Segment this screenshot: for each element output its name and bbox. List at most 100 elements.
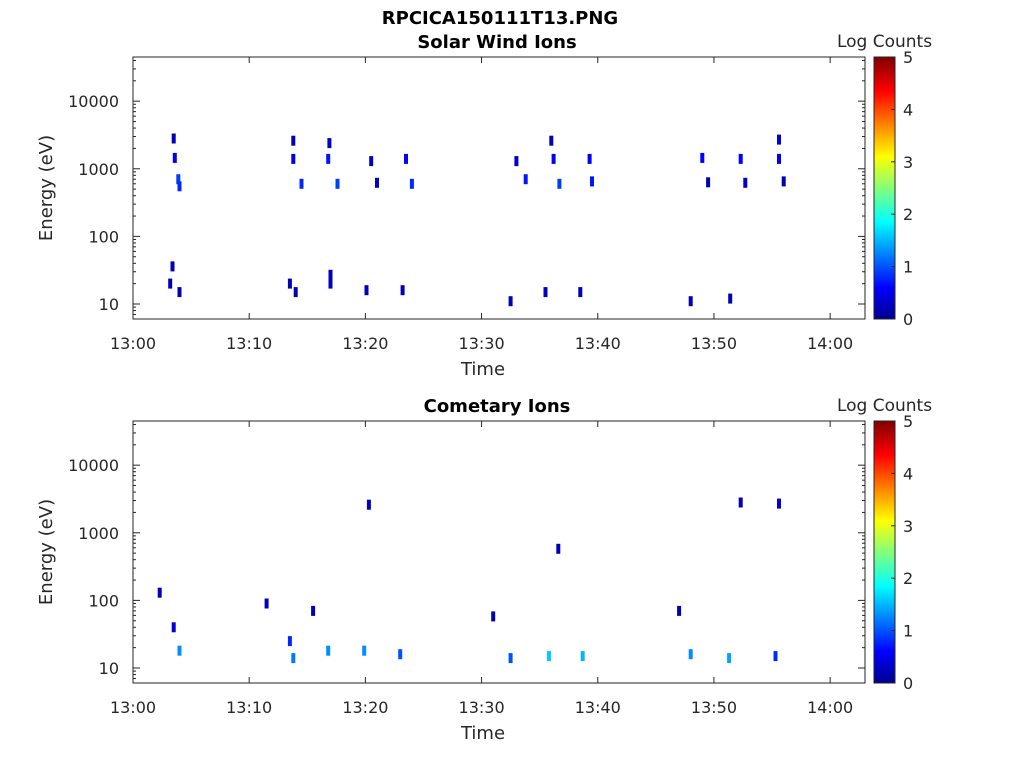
data-cell (781, 176, 786, 187)
data-cell (404, 153, 408, 164)
colorbar-tick-label: 4 (903, 464, 913, 483)
data-cell (551, 153, 556, 164)
x-tick-label: 13:40 (575, 334, 621, 353)
data-cell (287, 636, 292, 647)
data-cell (549, 135, 554, 146)
data-cell (287, 278, 292, 289)
colorbar-tick-label: 0 (903, 674, 913, 693)
y-axis-label: Energy (eV) (36, 499, 57, 605)
colorbar-tick-label: 0 (903, 310, 913, 329)
data-cell (587, 153, 592, 164)
data-cell (328, 269, 333, 280)
data-cell (400, 285, 405, 296)
data-cell (299, 178, 304, 189)
data-cell (728, 293, 733, 304)
x-tick-label: 13:10 (226, 698, 272, 717)
data-cell (157, 587, 162, 598)
data-cell (557, 178, 562, 189)
data-cell (777, 153, 781, 164)
y-tick-label: 10 (99, 659, 119, 678)
x-tick-label: 13:30 (459, 334, 505, 353)
data-cell (777, 498, 781, 509)
y-tick-label: 10000 (68, 456, 119, 475)
data-cell (326, 645, 331, 656)
x-tick-label: 14:00 (807, 698, 853, 717)
data-cell (375, 177, 379, 188)
plot-area (132, 420, 866, 684)
data-cell (743, 177, 748, 188)
data-cell (327, 138, 332, 149)
y-tick-label: 10 (99, 295, 119, 314)
colorbar-tick-label: 1 (903, 622, 913, 641)
data-cell (362, 645, 367, 656)
x-tick-label: 13:00 (110, 698, 156, 717)
panel-title: Cometary Ions (424, 396, 571, 417)
colorbar-tick-label: 3 (903, 153, 913, 172)
colorbar-label: Log Counts (837, 396, 932, 416)
data-cell (366, 499, 371, 510)
data-cell (326, 153, 331, 164)
data-cell (688, 296, 693, 307)
colorbar-tick-label: 3 (903, 517, 913, 536)
data-cell (171, 622, 176, 633)
data-cell (738, 497, 743, 508)
colorbar (873, 56, 896, 320)
data-cell (171, 133, 176, 144)
data-cell (773, 651, 778, 662)
y-tick-label: 1000 (78, 160, 119, 179)
data-cell (168, 278, 173, 289)
x-tick-label: 13:20 (342, 698, 388, 717)
plot-area (132, 56, 866, 320)
data-cell (176, 174, 181, 185)
x-tick-label: 13:40 (575, 698, 621, 717)
colorbar-tick-label: 5 (903, 412, 913, 431)
x-tick-label: 13:50 (691, 698, 737, 717)
y-tick-label: 100 (88, 227, 119, 246)
data-cell (700, 152, 705, 163)
data-cell (291, 153, 296, 164)
x-tick-label: 13:50 (691, 334, 737, 353)
x-tick-label: 14:00 (807, 334, 853, 353)
data-cell (369, 156, 374, 167)
colorbar-tick-label: 1 (903, 258, 913, 277)
data-cell (177, 181, 182, 192)
colorbar-tick-label: 5 (903, 48, 913, 67)
colorbar (873, 420, 896, 684)
data-cell (706, 177, 711, 188)
y-tick-label: 100 (88, 591, 119, 610)
data-cell (508, 296, 513, 307)
y-tick-label: 1000 (78, 524, 119, 543)
data-cell (523, 174, 528, 185)
data-cell (328, 278, 333, 289)
data-cell (398, 649, 403, 660)
data-cell (264, 598, 269, 609)
cometary-panel: 13:00 13:10 13:20 13:30 13:40 13:50 14:0010100… (36, 396, 932, 744)
data-cell (590, 176, 594, 187)
data-cell (311, 605, 316, 616)
data-cell (688, 649, 693, 660)
data-cell (409, 178, 414, 189)
data-cell (727, 653, 732, 664)
x-tick-label: 13:00 (110, 334, 156, 353)
x-tick-label: 13:10 (226, 334, 272, 353)
data-cell (293, 287, 298, 298)
data-cell (364, 285, 369, 296)
colorbar-tick-label: 4 (903, 100, 913, 119)
data-cell (508, 653, 513, 664)
colorbar-tick-label: 2 (903, 569, 913, 588)
data-cell (491, 611, 496, 622)
y-tick-label: 10000 (68, 92, 119, 111)
data-cell (291, 653, 296, 664)
panel-title: Solar Wind Ions (417, 32, 576, 53)
data-cell (777, 134, 781, 145)
x-axis-label: Time (460, 359, 505, 380)
x-tick-label: 13:20 (342, 334, 388, 353)
data-cell (177, 287, 182, 298)
data-cell (580, 651, 585, 662)
data-cell (578, 287, 583, 298)
figure-title: RPCICA150111T13.PNG (382, 8, 618, 29)
data-cell (547, 651, 551, 662)
data-cell (514, 156, 519, 167)
data-cell (738, 153, 743, 164)
